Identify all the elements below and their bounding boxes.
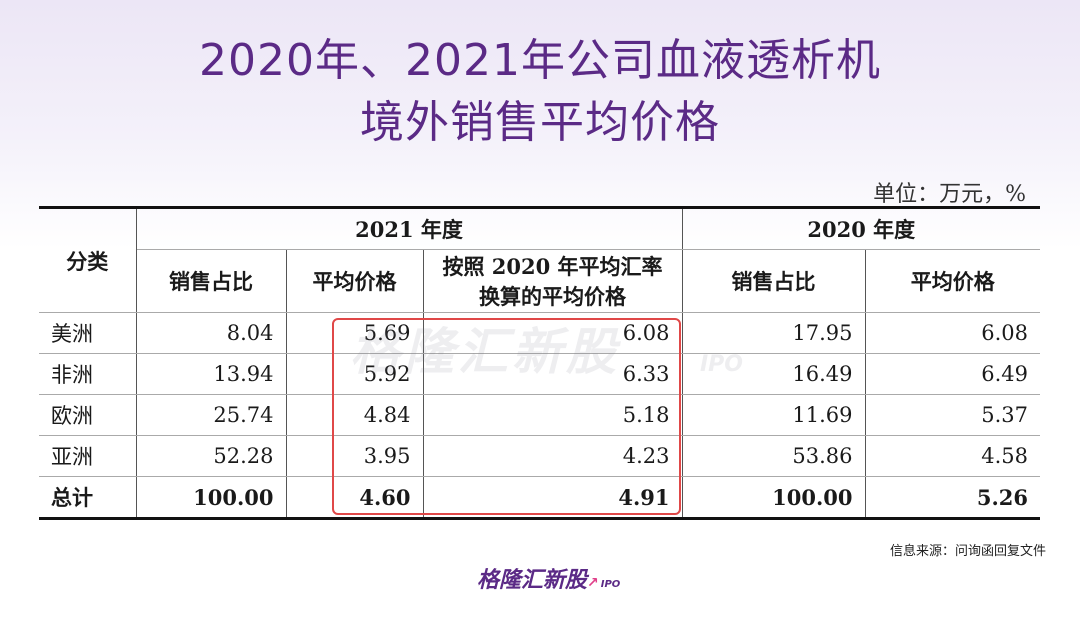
header-row-metrics: 销售占比 平均价格 按照 2020 年平均汇率 换算的平均价格 销售占比 平均价… (39, 249, 1041, 313)
total-share-2020: 100.00 (681, 476, 866, 520)
row-price-2020: 6.49 (864, 353, 1041, 395)
total-price-2021: 4.60 (285, 476, 424, 520)
header-year-2021: 2021 年度 (135, 206, 683, 250)
row-price-2021: 5.69 (285, 312, 424, 354)
header-category: 分类 (39, 206, 137, 313)
row-converted-2021: 5.18 (422, 394, 683, 436)
row-share-2021: 13.94 (135, 353, 287, 395)
row-converted-2021: 4.23 (422, 435, 683, 477)
total-price-2020: 5.26 (864, 476, 1041, 520)
row-price-2021: 4.84 (285, 394, 424, 436)
row-price-2021: 3.95 (285, 435, 424, 477)
header-avg-price-2020: 平均价格 (864, 249, 1041, 313)
row-share-2020: 16.49 (681, 353, 866, 395)
page-title-line1: 2020年、2021年公司血液透析机 (199, 35, 881, 86)
page-title-line2: 境外销售平均价格 (360, 97, 720, 148)
trend-arrow-icon: ↗ (587, 575, 599, 591)
header-sales-share-2020: 销售占比 (681, 249, 866, 313)
header-converted-price: 按照 2020 年平均汇率 换算的平均价格 (422, 249, 683, 313)
row-price-2021: 5.92 (285, 353, 424, 395)
table-row: 欧洲 25.74 4.84 5.18 11.69 5.37 (39, 394, 1041, 436)
header-converted-price-line1: 按照 2020 年平均汇率 (442, 254, 663, 279)
row-category: 亚洲 (39, 435, 137, 477)
total-converted-2021: 4.91 (422, 476, 683, 520)
table-row: 美洲 8.04 5.69 6.08 17.95 6.08 (39, 312, 1041, 354)
header-sales-share-2021: 销售占比 (136, 249, 287, 313)
header-converted-price-line2: 换算的平均价格 (479, 284, 626, 309)
row-share-2021: 25.74 (135, 394, 287, 436)
source-note: 信息来源：问询函回复文件 (889, 544, 1046, 559)
total-category: 总计 (39, 476, 137, 520)
row-converted-2021: 6.08 (422, 312, 683, 354)
row-converted-2021: 6.33 (422, 353, 683, 395)
header-row-years: 分类 2021 年度 2020 年度 (39, 206, 1041, 313)
logo-text: 格隆汇新股 (477, 568, 588, 593)
header-avg-price-2021: 平均价格 (285, 249, 424, 313)
row-share-2020: 11.69 (681, 394, 866, 436)
row-share-2020: 53.86 (681, 435, 866, 477)
logo-ipo: IPO (600, 579, 621, 590)
header-year-2020: 2020 年度 (681, 206, 1041, 250)
brand-logo: 格隆汇新股↗ IPO (477, 562, 620, 594)
row-share-2021: 52.28 (135, 435, 287, 477)
row-category: 欧洲 (39, 394, 137, 436)
row-category: 非洲 (39, 353, 137, 395)
row-share-2021: 8.04 (135, 312, 287, 354)
table-row: 非洲 13.94 5.92 6.33 16.49 6.49 (39, 353, 1041, 395)
total-row: 总计 100.00 4.60 4.91 100.00 5.26 (39, 476, 1041, 520)
total-share-2021: 100.00 (135, 476, 287, 520)
row-category: 美洲 (39, 312, 137, 354)
row-price-2020: 6.08 (864, 312, 1041, 354)
unit-label: 单位：万元，% (873, 182, 1026, 207)
row-share-2020: 17.95 (681, 312, 866, 354)
row-price-2020: 4.58 (864, 435, 1041, 477)
table-row: 亚洲 52.28 3.95 4.23 53.86 4.58 (39, 435, 1041, 477)
row-price-2020: 5.37 (864, 394, 1041, 436)
price-table: 分类 2021 年度 2020 年度 销售占比 平均价格 按照 2020 年平均… (39, 206, 1041, 520)
